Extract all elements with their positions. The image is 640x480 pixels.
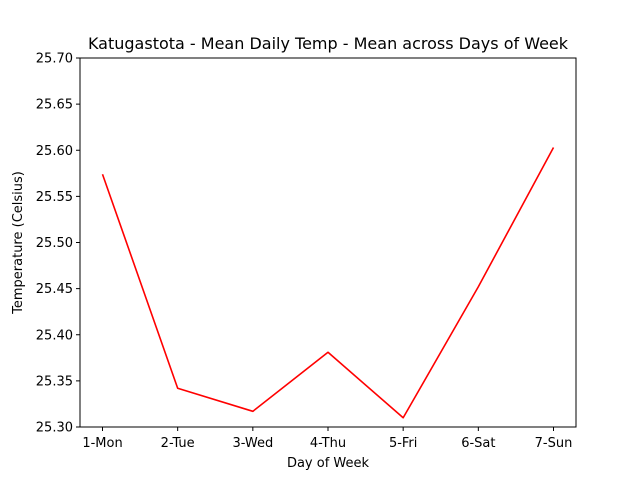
series-line (101, 147, 555, 419)
y-tick-label: 25.65 (36, 98, 73, 113)
x-tick-label: 4-Thu (310, 436, 346, 451)
y-tick-label: 25.70 (36, 52, 73, 67)
y-tick-label: 25.50 (36, 236, 73, 251)
y-tick-label: 25.35 (36, 374, 73, 389)
y-axis: 25.30 25.35 25.40 25.45 25.50 25.55 25.60 25.65… (36, 52, 80, 436)
x-tick-label: 2-Tue (161, 436, 195, 451)
x-tick-label: 3-Wed (232, 436, 273, 451)
plot-frame (79, 57, 577, 428)
series-layer (101, 147, 555, 419)
y-tick-label: 25.45 (36, 282, 73, 297)
x-axis: 1-Mon 2-Tue 3-Wed 4-Thu 5-Fri 6-Sat 7-Sun (82, 427, 572, 451)
x-axis-label: Day of Week (287, 456, 370, 471)
y-axis-label: Temperature (Celsius) (11, 171, 26, 315)
x-tick-label: 5-Fri (389, 436, 417, 451)
x-tick-label: 1-Mon (82, 436, 122, 451)
x-tick-label: 7-Sun (535, 436, 573, 451)
chart-title: Katugastota - Mean Daily Temp - Mean acr… (88, 34, 569, 53)
y-tick-label: 25.40 (36, 328, 73, 343)
y-tick-label: 25.60 (36, 144, 73, 159)
y-tick-label: 25.30 (36, 421, 73, 436)
y-tick-label: 25.55 (36, 190, 73, 205)
x-tick-label: 6-Sat (461, 436, 495, 451)
